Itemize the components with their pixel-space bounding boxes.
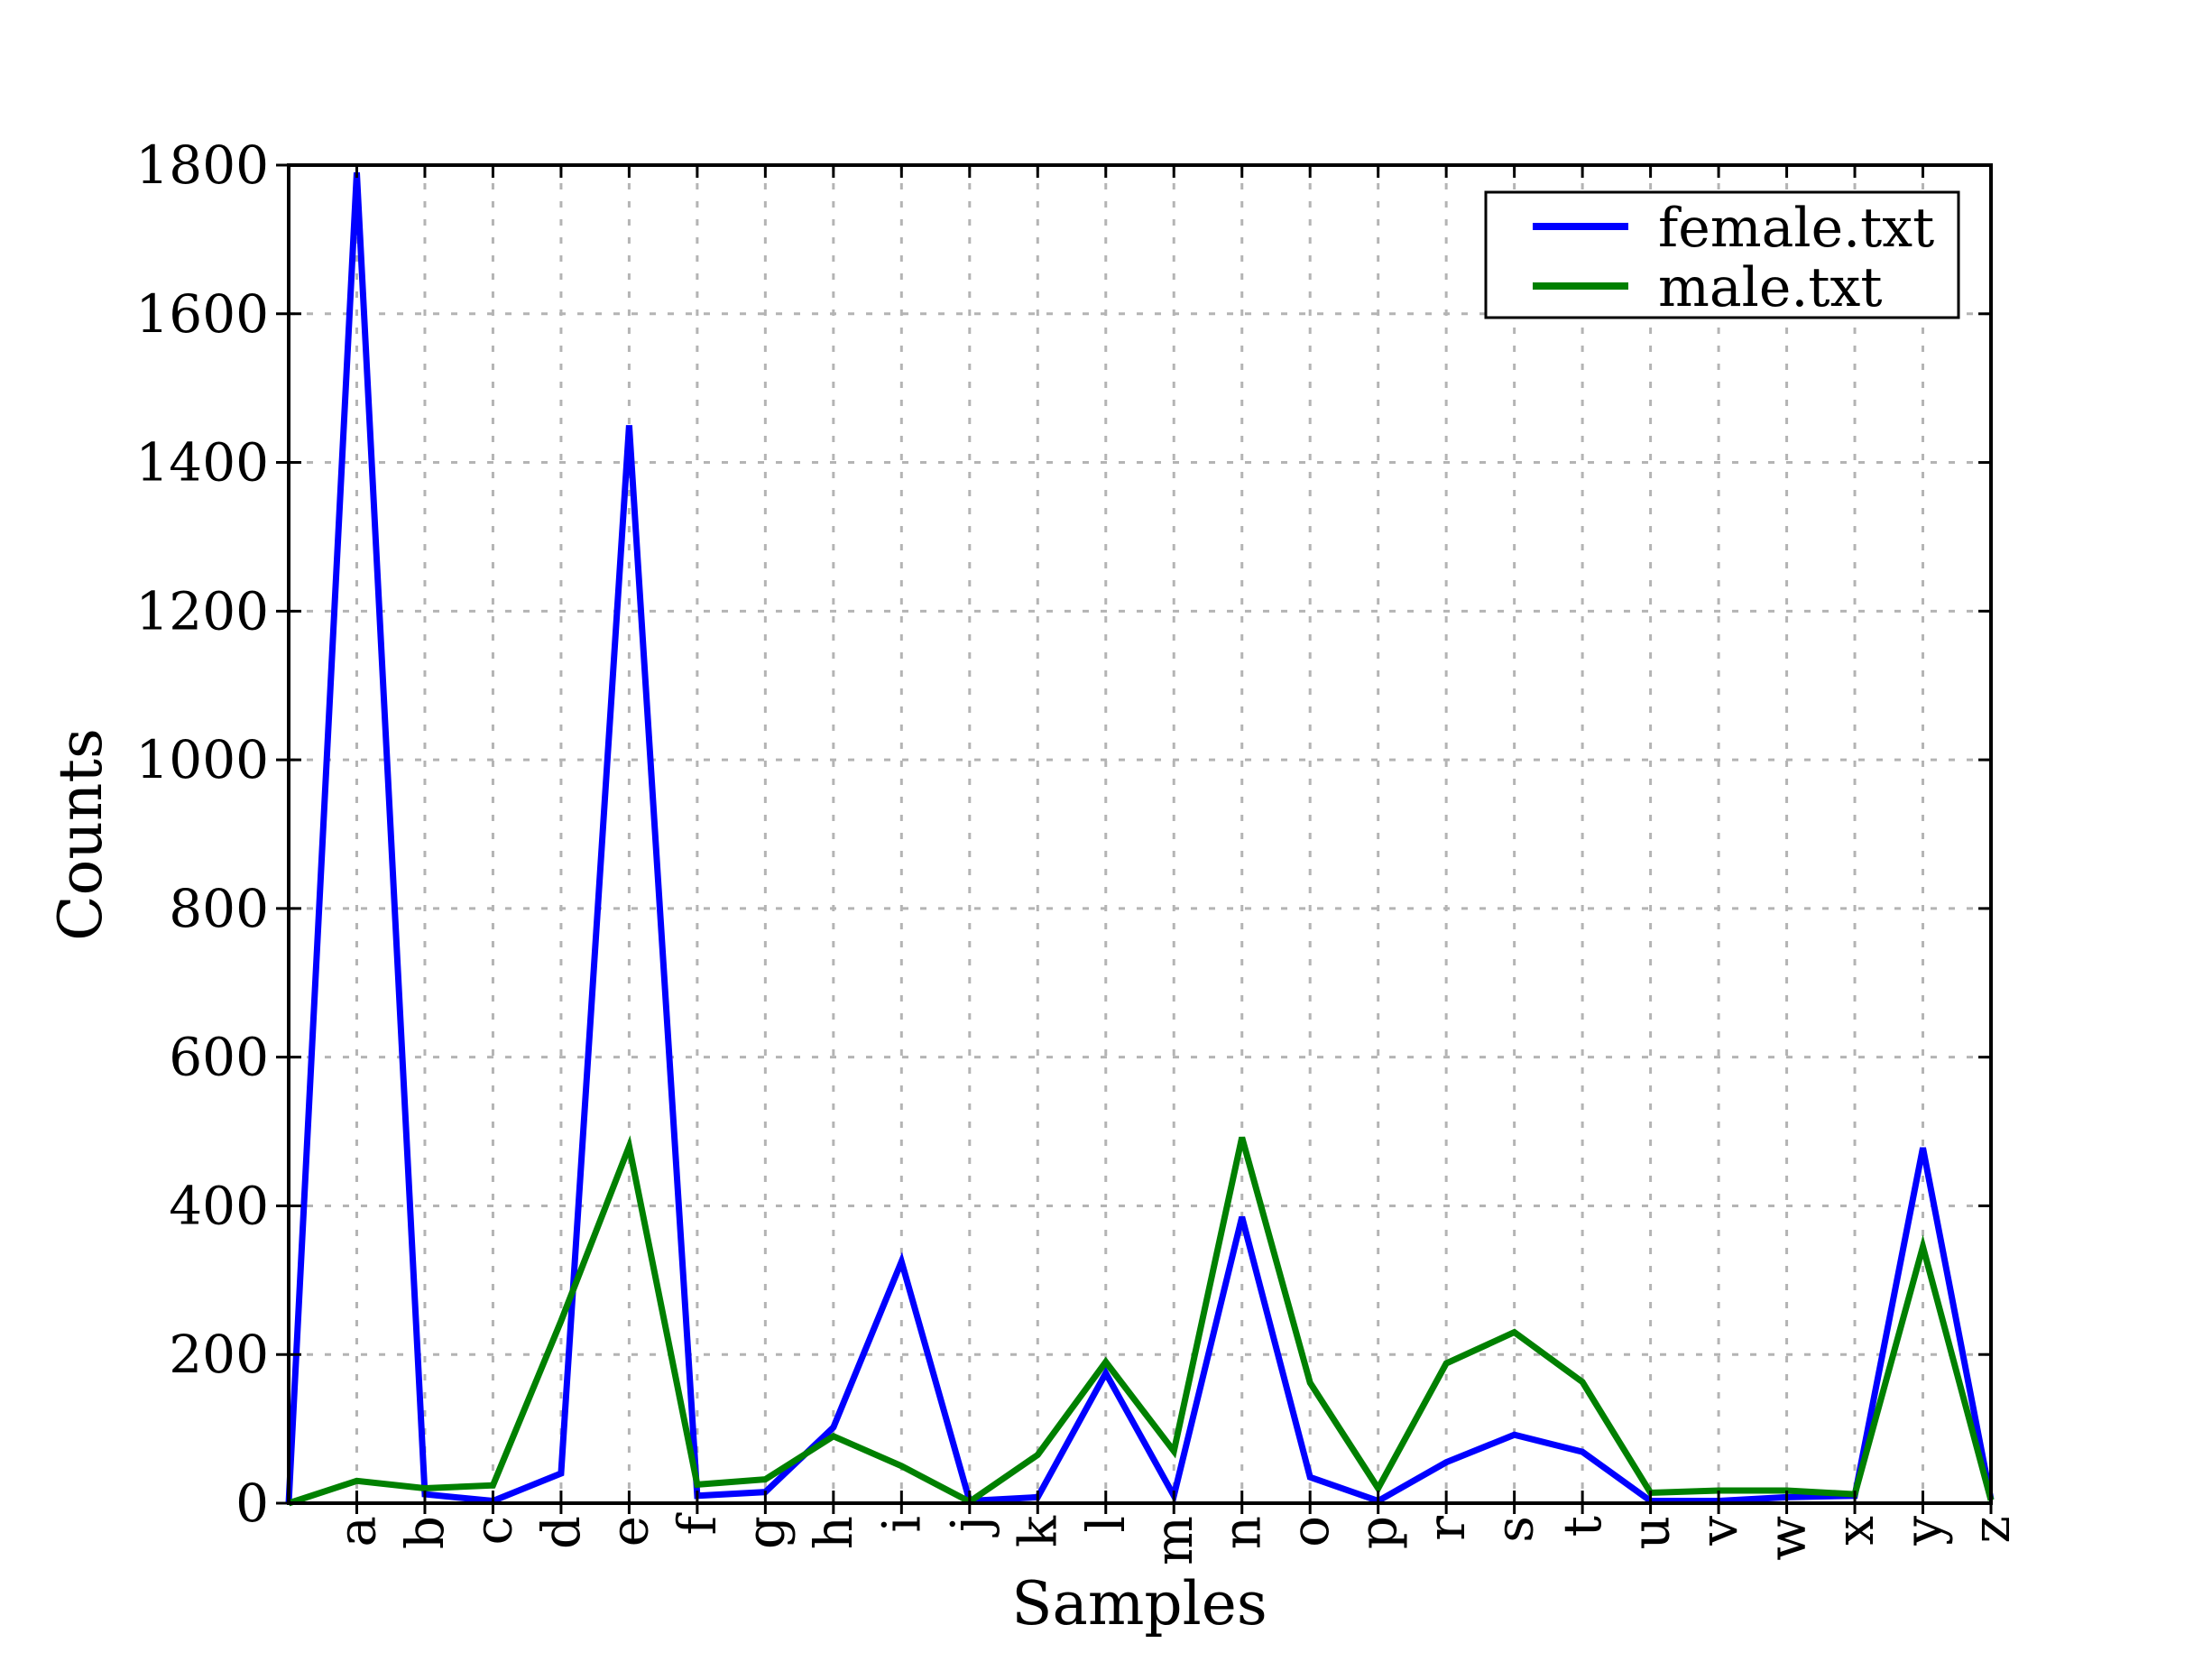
x-tick-label: d — [530, 1516, 592, 1549]
x-tick-label: w — [1756, 1516, 1818, 1561]
x-tick-label: a — [326, 1516, 387, 1547]
x-tick-label: c — [462, 1516, 523, 1545]
y-tick-label: 400 — [169, 1175, 269, 1236]
x-tick-label: f — [667, 1512, 728, 1535]
x-tick-label: l — [1075, 1516, 1137, 1533]
x-tick-label: r — [1415, 1516, 1477, 1541]
x-tick-label: j — [939, 1516, 1000, 1537]
x-tick-label: p — [1348, 1516, 1409, 1549]
x-tick-label: g — [734, 1516, 796, 1549]
y-tick-label: 200 — [169, 1324, 269, 1385]
y-tick-label: 1000 — [135, 729, 269, 790]
x-tick-label: v — [1688, 1516, 1749, 1546]
data-series — [285, 172, 1995, 1507]
x-axis-label: Samples — [1011, 1569, 1267, 1639]
x-tick-label: k — [1007, 1515, 1068, 1547]
x-tick-label: h — [803, 1516, 864, 1549]
tick-labels: 0 200 400 600 800 1000 1200 1400 1600 1800 a b c d e f g… — [135, 134, 2022, 1565]
tick-marks — [276, 163, 1993, 1514]
y-tick-label: 1400 — [135, 432, 269, 494]
y-tick-label: 1800 — [135, 134, 269, 196]
series-line-female-txt — [285, 172, 1995, 1505]
y-tick-label: 800 — [169, 878, 269, 939]
y-tick-label: 0 — [235, 1473, 269, 1534]
y-axis-label: Counts — [46, 728, 115, 941]
x-tick-label: u — [1620, 1516, 1682, 1549]
legend-label-female-txt: female.txt — [1658, 197, 1934, 260]
y-tick-label: 600 — [169, 1027, 269, 1088]
x-tick-label: y — [1893, 1516, 1954, 1546]
x-tick-label: t — [1552, 1516, 1613, 1537]
x-tick-label: m — [1143, 1516, 1204, 1565]
x-tick-label: x — [1824, 1516, 1885, 1546]
x-tick-label: o — [1279, 1516, 1341, 1547]
x-tick-label: b — [394, 1516, 456, 1549]
series-line-male-txt — [287, 1135, 1995, 1507]
legend-box — [1484, 190, 1960, 319]
x-tick-label: n — [1212, 1516, 1273, 1549]
axes-spines — [287, 163, 1993, 1505]
y-tick-label: 1600 — [135, 283, 269, 345]
x-tick-label: i — [871, 1516, 932, 1533]
plot-border — [287, 163, 1993, 1505]
x-tick-label: e — [598, 1516, 659, 1546]
gridlines — [289, 165, 1991, 1503]
legend-label-male-txt: male.txt — [1658, 256, 1883, 319]
x-tick-label: z — [1960, 1516, 2022, 1544]
y-tick-label: 1200 — [135, 580, 269, 642]
x-tick-label: s — [1484, 1516, 1545, 1543]
